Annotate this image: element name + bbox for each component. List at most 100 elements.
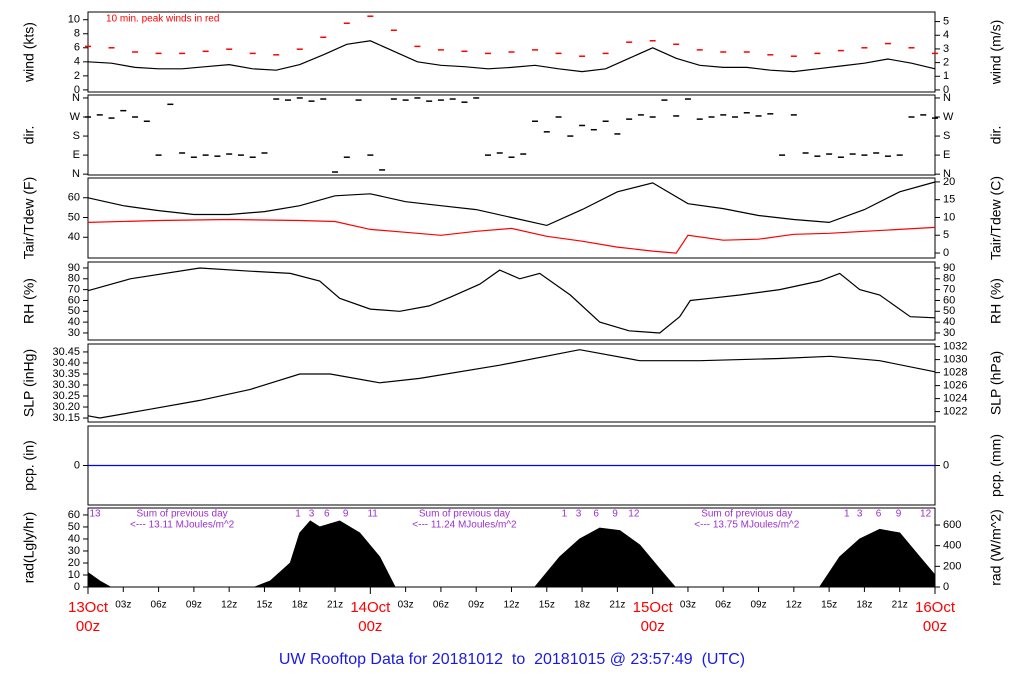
y2-tick-label: 10 <box>943 211 955 223</box>
y2-tick-label: 70 <box>943 284 955 296</box>
x-tick-label: 21z <box>892 600 908 611</box>
y2-tick-label: 90 <box>943 262 955 274</box>
date-tick-label: 13Oct <box>68 599 109 616</box>
y2-axis-label: pcp. (mm) <box>988 434 1004 497</box>
hour-mark: 6 <box>876 509 882 520</box>
y2-axis-label: RH (%) <box>988 278 1004 324</box>
y2-tick-label: 200 <box>943 560 961 572</box>
y-tick-label: 4 <box>74 56 80 68</box>
y-tick-label: 8 <box>74 28 80 40</box>
day-sum: <--- 13.75 MJoules/m^2 <box>694 520 799 531</box>
x-tick-label: 18z <box>292 600 308 611</box>
hour-mark: 9 <box>612 509 618 520</box>
hour-mark: 1 <box>295 509 301 520</box>
y-axis-label: RH (%) <box>21 278 37 324</box>
hour-mark: 3 <box>576 509 582 520</box>
y2-tick-label: 5 <box>943 15 949 27</box>
hour-mark: 11 <box>367 509 378 520</box>
y2-tick-label: 20 <box>943 176 955 188</box>
y2-axis-label: SLP (hPa) <box>988 351 1004 415</box>
panel-frame <box>87 94 936 176</box>
y2-tick-label: E <box>943 149 950 161</box>
x-tick-label: 09z <box>186 600 202 611</box>
y2-tick-label: 60 <box>943 294 955 306</box>
day-sum: Sum of previous day <box>137 509 228 520</box>
y2-tick-label: W <box>943 111 954 123</box>
y-tick-label: 40 <box>68 316 80 328</box>
y2-tick-label: 4 <box>943 29 949 41</box>
y-tick-label: 20 <box>68 557 80 569</box>
y-tick-label: N <box>72 168 80 180</box>
y-tick-label: 40 <box>68 533 80 545</box>
y-tick-label: S <box>73 130 80 142</box>
hour-mark: 6 <box>324 509 330 520</box>
y2-tick-label: 1030 <box>943 354 967 366</box>
y-axis-label: Tair/Tdew (F) <box>21 177 37 259</box>
y2-tick-label: 0 <box>943 247 949 259</box>
hour-mark: 6 <box>593 509 599 520</box>
y-tick-label: 30.25 <box>52 390 80 402</box>
y-tick-label: 0 <box>74 84 80 96</box>
x-tick-label: 03z <box>115 600 131 611</box>
y-tick-label: 10 <box>68 569 80 581</box>
y2-axis-label: Tair/Tdew (C) <box>988 176 1004 260</box>
y-tick-label: 80 <box>68 273 80 285</box>
y2-tick-label: 1032 <box>943 341 967 353</box>
y2-tick-label: 30 <box>943 327 955 339</box>
y-tick-label: 6 <box>74 42 80 54</box>
x-tick-label: 03z <box>680 600 696 611</box>
y2-tick-label: 1 <box>943 70 949 82</box>
y-tick-label: 50 <box>68 211 80 223</box>
y2-tick-label: 1022 <box>943 406 967 418</box>
y-tick-label: 30.40 <box>52 357 80 369</box>
y-tick-label: 30.15 <box>52 412 80 424</box>
y2-axis-label: rad (W/m^2) <box>988 509 1004 586</box>
y-axis-label: SLP (inHg) <box>21 349 37 417</box>
panel-frame <box>87 11 936 93</box>
y-tick-label: E <box>73 149 80 161</box>
y2-tick-label: 1026 <box>943 380 967 392</box>
y-tick-label: 60 <box>68 294 80 306</box>
x-tick-label: 21z <box>327 600 343 611</box>
y-tick-label: 2 <box>74 70 80 82</box>
hour-mark: 1 <box>844 509 850 520</box>
date-tick-label: 15Oct <box>633 599 674 616</box>
x-tick-label: 03z <box>398 600 414 611</box>
series-line <box>87 267 936 334</box>
hour-mark: 9 <box>343 509 349 520</box>
date-tick-sublabel: 00z <box>641 618 665 635</box>
date-tick-label: 16Oct <box>915 599 956 616</box>
x-tick-label: 12z <box>503 600 519 611</box>
series-line <box>87 181 936 227</box>
series-line <box>87 349 936 419</box>
x-tick-label: 09z <box>750 600 766 611</box>
hour-mark: 12 <box>628 509 640 520</box>
y2-tick-label: 400 <box>943 540 961 552</box>
x-tick-label: 15z <box>256 600 272 611</box>
y-tick-label: 0 <box>74 581 80 593</box>
y2-tick-label: 0 <box>943 84 949 96</box>
y2-tick-label: 1028 <box>943 367 967 379</box>
y2-tick-label: 50 <box>943 305 955 317</box>
y-tick-label: 30.20 <box>52 401 80 413</box>
y2-tick-label: 15 <box>943 194 955 206</box>
y2-axis-label: dir. <box>988 126 1004 145</box>
y2-tick-label: 0 <box>943 459 949 471</box>
day-sum: <--- 11.24 MJoules/m^2 <box>412 520 517 531</box>
x-tick-label: 12z <box>221 600 237 611</box>
y-tick-label: 70 <box>68 284 80 296</box>
date-tick-sublabel: 00z <box>923 618 947 635</box>
y2-tick-label: 40 <box>943 316 955 328</box>
y-tick-label: N <box>72 92 80 104</box>
y-tick-label: 30.45 <box>52 346 80 358</box>
y2-tick-label: 0 <box>943 581 949 593</box>
hour-mark: 12 <box>920 509 932 520</box>
y2-tick-label: N <box>943 168 951 180</box>
date-tick-sublabel: 00z <box>358 618 382 635</box>
y2-tick-label: 600 <box>943 519 961 531</box>
y-tick-label: 60 <box>68 509 80 521</box>
x-tick-label: 06z <box>715 600 731 611</box>
date-tick-sublabel: 00z <box>76 618 100 635</box>
y-axis-label: wind (kts) <box>21 22 37 83</box>
